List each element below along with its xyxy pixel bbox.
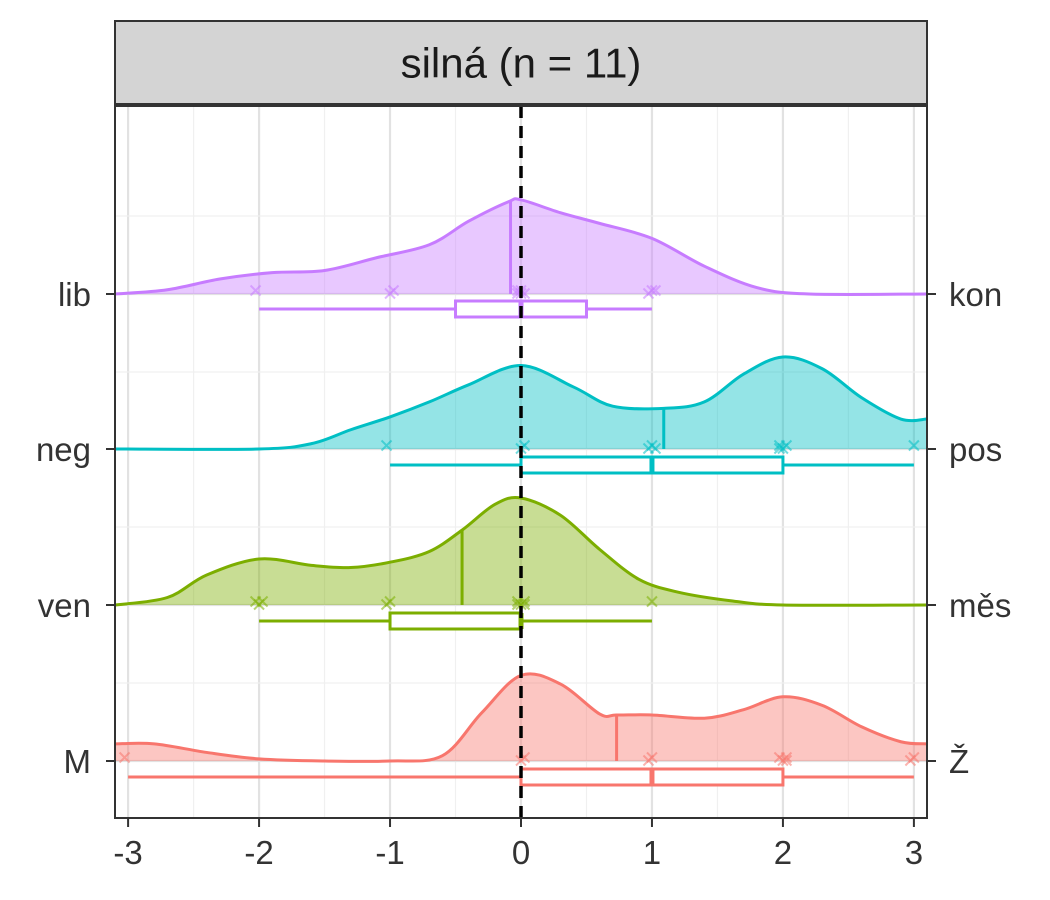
boxplot-layer xyxy=(128,299,914,787)
data-point xyxy=(646,595,658,608)
x-tick-label: -2 xyxy=(244,834,273,871)
data-point xyxy=(908,751,920,764)
density-outline xyxy=(114,355,928,451)
density-outline xyxy=(114,197,928,296)
data-point xyxy=(384,595,396,608)
facet-strip-background xyxy=(114,20,928,105)
data-point xyxy=(780,751,793,764)
facet-strip: silná (n = 11) xyxy=(114,20,928,105)
density-fill xyxy=(115,356,927,450)
x-tick-label: 2 xyxy=(774,834,792,871)
data-point xyxy=(256,595,269,608)
y-tick-label-left: neg xyxy=(36,431,91,468)
data-point xyxy=(646,751,658,764)
y-tick-label-right: pos xyxy=(949,431,1002,468)
y-tick-label-right: kon xyxy=(949,276,1002,313)
y-tick-label-left: ven xyxy=(38,587,91,624)
y-tick-label-left: lib xyxy=(58,276,91,313)
data-point xyxy=(387,284,400,297)
data-point xyxy=(780,439,793,452)
data-point xyxy=(646,284,658,297)
data-point xyxy=(773,442,786,455)
y-tick-label-right: Ž xyxy=(949,743,969,780)
data-point xyxy=(249,284,262,297)
facet-label: silná (n = 11) xyxy=(401,40,642,87)
data-point xyxy=(780,754,793,767)
data-point xyxy=(380,439,393,452)
x-tick-label: -1 xyxy=(375,834,404,871)
y-tick-label-right: měs xyxy=(949,587,1011,624)
density-outline xyxy=(114,672,928,763)
x-tick-label: 0 xyxy=(512,834,530,871)
x-tick-label: 1 xyxy=(643,834,661,871)
x-tick-label: -3 xyxy=(113,834,142,871)
density-outline xyxy=(114,495,928,607)
y-tick-label-left: M xyxy=(64,743,92,780)
data-point xyxy=(518,595,531,608)
box-iqr xyxy=(388,611,523,631)
data-point xyxy=(649,442,662,455)
data-point xyxy=(649,284,662,297)
data-point xyxy=(118,751,131,764)
points-layer xyxy=(118,284,920,767)
x-tick-label: 3 xyxy=(905,834,923,871)
data-point xyxy=(908,439,920,452)
